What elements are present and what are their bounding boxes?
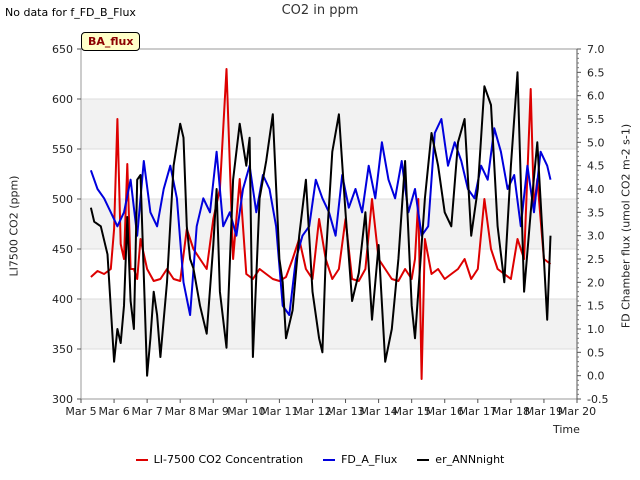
right-tick-label-14: 6.5 [587, 66, 605, 79]
left-tick-label-5: 550 [52, 143, 73, 156]
x-tick-label-5: Mar 10 [227, 405, 265, 418]
legend-item-fd-a-flux: FD_A_Flux [323, 453, 397, 466]
series-line-0 [90, 68, 552, 380]
left-tick-label-4: 500 [52, 193, 73, 206]
right-tick-label-11: 5.0 [587, 136, 605, 149]
x-tick-label-6: Mar 11 [260, 405, 298, 418]
x-tick-label-13: Mar 18 [492, 405, 530, 418]
right-tick-label-3: 1.0 [587, 323, 605, 336]
left-tick-label-3: 450 [52, 243, 73, 256]
x-tick-label-12: Mar 17 [459, 405, 497, 418]
x-tick-label-11: Mar 16 [426, 405, 464, 418]
right-tick-label-8: 3.5 [587, 206, 605, 219]
legend-item-li7500: LI-7500 CO2 Concentration [135, 453, 304, 466]
left-tick-label-6: 600 [52, 93, 73, 106]
right-tick-label-0: -0.5 [587, 393, 608, 406]
series-layer [89, 68, 552, 380]
x-tick-label-2: Mar 7 [132, 405, 163, 418]
left-tick-label-0: 300 [52, 393, 73, 406]
right-tick-label-7: 3.0 [587, 230, 605, 243]
right-tick-label-1: 0.0 [587, 370, 605, 383]
no-data-annotation: No data for f_FD_B_Flux [5, 6, 136, 19]
right-tick-label-9: 4.0 [587, 183, 605, 196]
y-axis-left-label: LI7500 CO2 (ppm) [7, 175, 21, 277]
series-line-2 [89, 71, 552, 377]
band-5 [81, 99, 577, 149]
right-tick-label-4: 1.5 [587, 300, 605, 313]
legend-swatch-li7500 [135, 458, 148, 461]
series-line-1 [89, 118, 552, 316]
x-tick-label-0: Mar 5 [65, 405, 96, 418]
chart-title: CO2 in ppm [281, 3, 359, 18]
left-tick-label-7: 650 [52, 43, 73, 56]
x-tick-label-7: Mar 12 [293, 405, 331, 418]
legend-swatch-er-annnight [417, 458, 430, 461]
site-badge: BA_flux [81, 32, 141, 51]
x-tick-label-10: Mar 15 [393, 405, 431, 418]
legend-label-li7500: LI-7500 CO2 Concentration [153, 453, 304, 466]
right-tick-label-5: 2.0 [587, 276, 605, 289]
x-tick-label-4: Mar 9 [198, 405, 229, 418]
right-axis: -0.5 0.0 0.5 1.0 1.5 2.0 2.5 3.0 3.5 4.0 4.5 5.0 5.5… [576, 43, 608, 406]
x-tick-label-15: Mar 20 [558, 405, 596, 418]
legend-swatch-fd-a-flux [323, 458, 336, 461]
right-tick-label-12: 5.5 [587, 113, 605, 126]
right-tick-label-13: 6.0 [587, 90, 605, 103]
x-tick-label-8: Mar 13 [326, 405, 364, 418]
left-axis: 300 350 400 450 500 550 600 650 [52, 43, 81, 406]
legend: LI-7500 CO2 Concentration FD_A_Flux er_A… [0, 453, 640, 466]
legend-item-er-annnight: er_ANNnight [417, 453, 504, 466]
left-tick-label-1: 350 [52, 343, 73, 356]
x-tick-label-1: Mar 6 [98, 405, 129, 418]
right-tick-label-15: 7.0 [587, 43, 605, 56]
legend-label-fd-a-flux: FD_A_Flux [341, 453, 398, 466]
x-axis-label: Time [553, 423, 580, 436]
right-tick-label-2: 0.5 [587, 346, 605, 359]
x-tick-label-14: Mar 19 [525, 405, 563, 418]
right-tick-label-6: 2.5 [587, 253, 605, 266]
right-tick-label-10: 4.5 [587, 160, 605, 173]
left-tick-label-2: 400 [52, 293, 73, 306]
legend-label-er-annnight: er_ANNnight [435, 453, 505, 466]
x-tick-label-9: Mar 14 [359, 405, 397, 418]
y-axis-right-label: FD Chamber flux (umol CO2 m-2 s-1) [619, 123, 633, 329]
x-tick-label-3: Mar 8 [165, 405, 196, 418]
